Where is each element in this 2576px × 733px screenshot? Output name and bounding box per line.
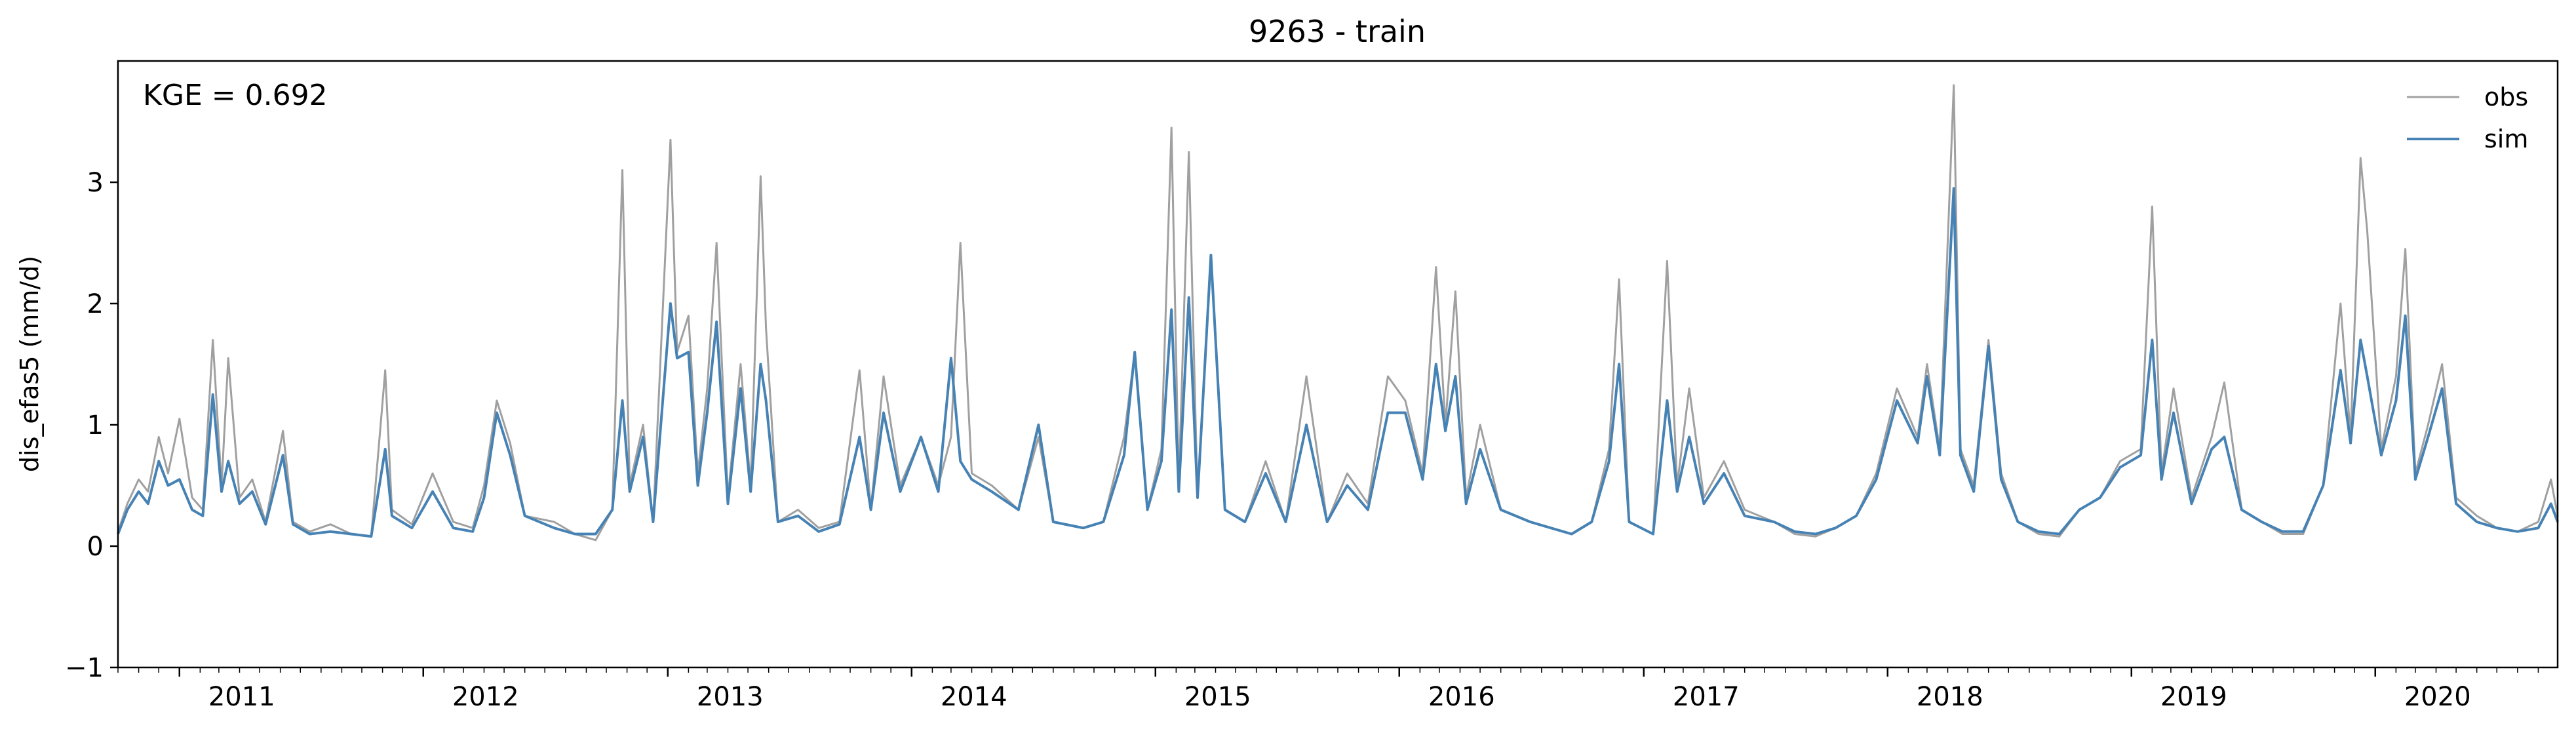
- x-tick-label: 2011: [208, 682, 275, 712]
- x-axis: 2011 2012 2013 2014 2015 2016 2017 2018 2019 2020: [117, 667, 2539, 712]
- x-tick-label: 2016: [1428, 682, 1495, 712]
- x-tick-label: 2017: [1673, 682, 1740, 712]
- plot-lines: [117, 84, 2559, 542]
- series-line-sim: [117, 187, 2559, 538]
- y-tick-label: 0: [87, 532, 104, 562]
- legend-label-obs: obs: [2484, 83, 2528, 111]
- y-tick-label: 1: [87, 410, 104, 441]
- x-tick-label: 2012: [452, 682, 519, 712]
- chart-title: 9263 - train: [1249, 14, 1426, 49]
- y-axis: −1 0 1 2 3: [65, 168, 118, 683]
- x-tick-label: 2014: [941, 682, 1007, 712]
- x-tick-label: 2019: [2160, 682, 2227, 712]
- legend-label-sim: sim: [2484, 125, 2528, 153]
- x-tick-label: 2013: [697, 682, 764, 712]
- y-axis-label: dis_efas5 (mm/d): [15, 256, 44, 472]
- kge-annotation: KGE = 0.692: [143, 79, 328, 112]
- x-tick-label: 2020: [2404, 682, 2471, 712]
- legend: obs sim: [2407, 83, 2528, 153]
- x-tick-label: 2018: [1917, 682, 1983, 712]
- x-tick-label: 2015: [1184, 682, 1251, 712]
- y-tick-label: 2: [87, 289, 104, 319]
- y-tick-label: 3: [87, 168, 104, 198]
- y-tick-label: −1: [65, 653, 104, 683]
